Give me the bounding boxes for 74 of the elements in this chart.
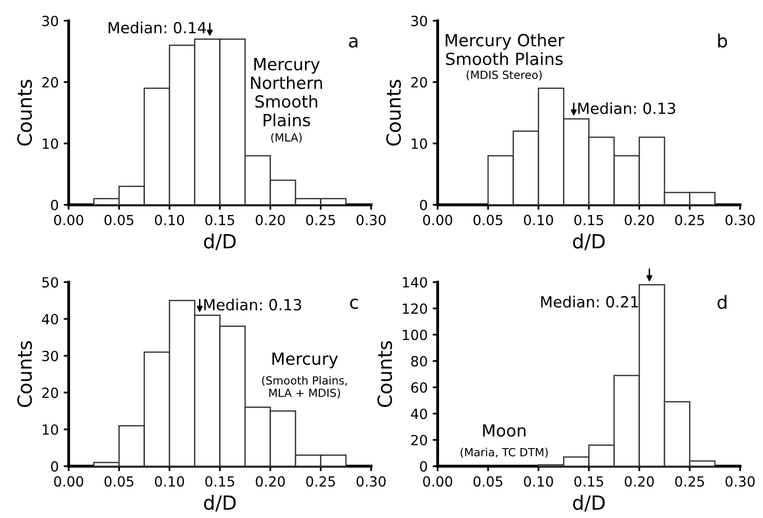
- x-tick-label: 0.10: [154, 214, 184, 226]
- x-tick-label: 0.10: [154, 476, 184, 487]
- x-tick-label: 0.15: [574, 214, 604, 226]
- y-axis-title: Counts: [17, 341, 32, 408]
- y-tick-label: 50: [42, 277, 58, 288]
- y-tick-label: 100: [402, 330, 428, 340]
- x-tick-label: 0.05: [474, 476, 502, 487]
- annotation: Mercury Northern Smooth Plains: [251, 58, 322, 126]
- x-tick-label: 0.00: [423, 476, 452, 487]
- x-tick-label: 0.20: [256, 214, 285, 226]
- y-tick-label: 0: [420, 200, 428, 210]
- x-tick-label: 0.10: [524, 214, 554, 226]
- y-tick-label: 30: [42, 350, 58, 362]
- x-tick-label: 0.30: [356, 476, 386, 487]
- y-tick-label: 120: [402, 303, 428, 314]
- annotation: Median: 0.21: [541, 296, 638, 308]
- x-tick-label: 0.15: [205, 476, 234, 487]
- annotation: Median: 0.13: [578, 102, 676, 114]
- y-tick-label: 20: [411, 434, 428, 446]
- y-tick-label: 40: [42, 314, 58, 324]
- x-tick-label: 0.20: [624, 214, 654, 226]
- y-tick-label: 60: [411, 382, 428, 393]
- x-axis-title: d/D: [573, 494, 605, 512]
- x-tick-label: 0.05: [474, 214, 502, 226]
- x-tick-label: 0.10: [524, 476, 554, 487]
- y-tick-label: 0: [51, 200, 58, 210]
- y-tick-label: 0: [51, 461, 58, 472]
- y-tick-label: 30: [42, 16, 58, 26]
- annotation: Moon: [483, 424, 526, 437]
- annotation: d: [718, 295, 726, 309]
- x-tick-label: 0.00: [423, 214, 452, 226]
- annotation: Mercury: [272, 352, 338, 368]
- x-tick-label: 0.30: [726, 476, 755, 487]
- x-tick-label: 0.30: [356, 214, 386, 226]
- y-tick-label: 10: [42, 424, 58, 435]
- x-tick-label: 0.20: [256, 476, 285, 487]
- y-tick-label: 10: [412, 138, 428, 149]
- x-tick-label: 0.30: [726, 214, 755, 226]
- y-tick-label: 80: [411, 356, 428, 366]
- y-tick-label: 140: [402, 277, 428, 288]
- annotation: Median: 0.14: [108, 22, 206, 34]
- x-tick-label: 0.25: [675, 214, 704, 226]
- x-tick-label: 0.05: [104, 476, 134, 487]
- x-tick-label: 0.15: [205, 214, 234, 226]
- annotation: a: [349, 37, 358, 48]
- x-tick-label: 0.25: [306, 214, 335, 226]
- x-axis-title: d/D: [204, 494, 236, 512]
- annotation: (Maria, TC DTM): [460, 448, 548, 458]
- annotation: (MLA): [271, 133, 302, 143]
- x-tick-label: 0.25: [306, 476, 335, 487]
- y-tick-label: 20: [42, 77, 58, 88]
- y-tick-label: 0: [420, 461, 428, 472]
- y-tick-label: 20: [42, 388, 58, 398]
- x-tick-label: 0.20: [624, 476, 654, 487]
- y-axis-title: Counts: [17, 80, 32, 146]
- y-tick-label: 10: [42, 138, 58, 149]
- x-tick-label: 0.25: [675, 476, 704, 487]
- x-tick-label: 0.15: [574, 476, 604, 487]
- y-tick-label: 20: [411, 77, 428, 88]
- x-axis-title: d/D: [204, 234, 236, 250]
- annotation: (MDIS Stereo): [466, 70, 542, 80]
- annotation: b: [718, 34, 728, 48]
- annotation: c: [350, 298, 358, 309]
- annotation: Median: 0.13: [204, 298, 302, 310]
- x-tick-label: 0.05: [104, 214, 134, 226]
- x-tick-label: 0.00: [54, 214, 84, 226]
- y-axis-title: Counts: [377, 341, 392, 408]
- annotation: (Smooth Plains, MLA + MDIS): [262, 376, 347, 398]
- y-tick-label: 40: [410, 408, 428, 420]
- y-axis-title: Counts: [386, 80, 401, 146]
- annotation: Mercury Other Smooth Plains: [446, 34, 564, 66]
- y-tick-label: 30: [411, 16, 428, 26]
- x-axis-title: d/D: [573, 234, 605, 250]
- x-tick-label: 0.00: [54, 476, 84, 487]
